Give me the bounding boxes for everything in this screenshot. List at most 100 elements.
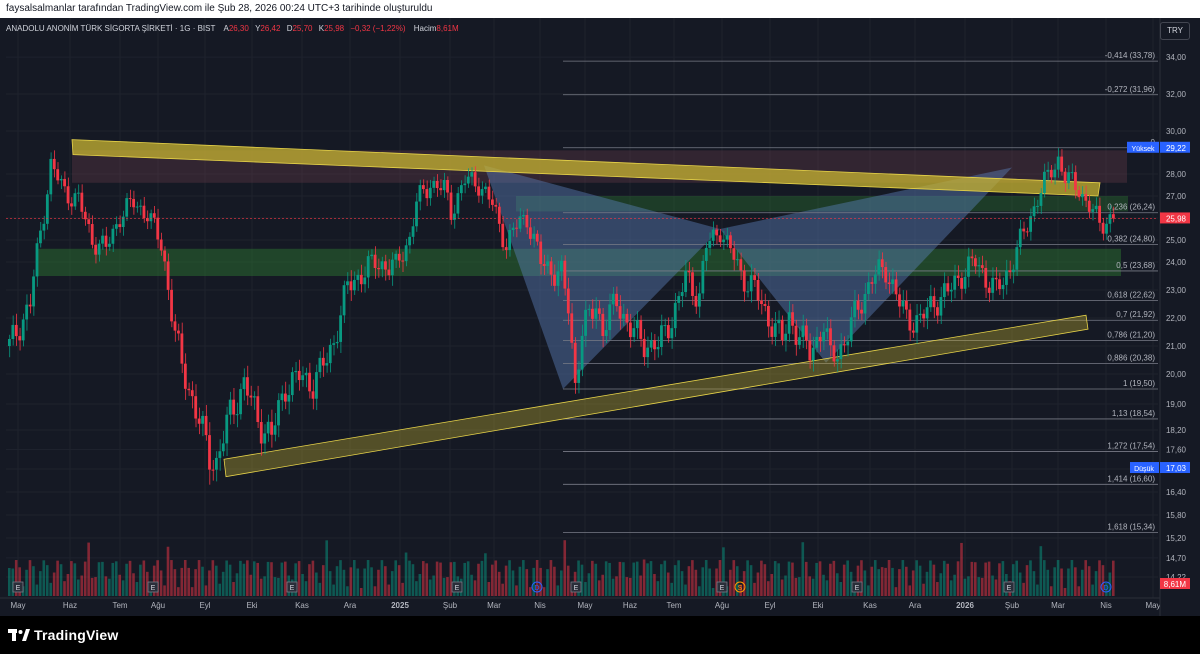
high-tag-label-bg [1127, 141, 1159, 153]
candle-body [908, 309, 912, 331]
candle-body [287, 395, 291, 402]
volume-bar [1029, 560, 1032, 596]
volume-bar [8, 568, 11, 596]
candle-body [528, 227, 532, 239]
candle-body [1091, 209, 1095, 212]
candle-body [625, 313, 629, 323]
volume-bar [177, 587, 180, 596]
candle-body [87, 219, 91, 225]
earnings-marker-label: E [1007, 585, 1012, 592]
candle-body [335, 341, 339, 344]
candle-body [311, 391, 315, 399]
volume-bar [401, 582, 404, 596]
volume-bar [497, 571, 501, 596]
candle-body [929, 296, 932, 308]
volume-bar [294, 563, 297, 596]
candle-body [21, 319, 25, 341]
volume-bar [542, 587, 546, 596]
candle-body [646, 347, 650, 358]
fib-level-label: 0,7 (21,92) [1116, 310, 1155, 319]
candle-body [387, 269, 391, 276]
candle-body [653, 340, 656, 350]
candle-body [556, 271, 560, 286]
volume-bar [1101, 565, 1105, 596]
earnings-marker-label: E [151, 585, 156, 592]
candle-body [839, 344, 843, 360]
top-caption-bar: faysalsalmanlar tarafından TradingView.c… [0, 0, 1200, 18]
volume-bar [411, 564, 415, 596]
candle-body [432, 180, 436, 188]
volume-bar [166, 546, 170, 596]
earnings-marker-label: E [855, 585, 860, 592]
volume-bar [1056, 560, 1060, 596]
candle-body [70, 203, 73, 207]
volume-bar [146, 571, 149, 596]
earnings-marker [147, 581, 159, 593]
volume-bar [297, 561, 301, 596]
volume-bar [691, 560, 694, 596]
candle-body [666, 325, 670, 339]
candle-body [221, 443, 225, 452]
volume-bar [604, 561, 608, 596]
volume-bar [204, 585, 208, 596]
volume-bar [87, 542, 90, 596]
candle-body [798, 337, 801, 345]
volume-bar [1049, 586, 1053, 596]
currency-button[interactable]: TRY [1160, 22, 1190, 40]
volume-bar [218, 583, 222, 596]
volume-bar [470, 574, 473, 596]
volume-bar [563, 540, 567, 596]
volume-bar [825, 580, 829, 596]
candle-body [849, 317, 853, 342]
volume-bar [918, 565, 922, 596]
candle-body [318, 357, 322, 373]
volume-bar [804, 561, 808, 596]
candle-body [632, 328, 636, 338]
split-marker [734, 581, 746, 593]
candle-body [294, 370, 298, 373]
x-axis-tick-label: Ağu [151, 601, 165, 610]
candle-body [732, 248, 736, 260]
candle-body [535, 233, 539, 242]
close-label: K [318, 24, 325, 33]
volume-bar [1032, 571, 1036, 596]
candle-body [680, 292, 684, 297]
candle-body [622, 313, 625, 319]
candle-body [32, 276, 35, 307]
volume-bar [756, 572, 760, 596]
volume-bar [584, 582, 587, 596]
volume-bar [694, 569, 698, 596]
volume-bar [425, 563, 429, 596]
volume-bar [225, 560, 228, 596]
chart-pane[interactable]: 34,0032,0030,0028,0027,0026,0025,0024,00… [0, 18, 1200, 616]
volume-bar [215, 565, 218, 596]
volume-bar [1053, 567, 1056, 596]
volume-bar [1094, 571, 1098, 596]
volume-bar [359, 587, 363, 596]
candle-body [860, 309, 863, 314]
volume-bar [901, 560, 905, 596]
candle-body [194, 396, 198, 419]
earnings-marker-label: E [455, 585, 460, 592]
volume-bar [798, 577, 801, 596]
candle-body [366, 256, 370, 278]
candle-body [45, 194, 49, 224]
candle-body [525, 215, 529, 228]
fib-level-label: 0,618 (22,62) [1107, 291, 1155, 300]
volume-bar [873, 560, 877, 596]
volume-bar [373, 586, 377, 596]
candle-body [190, 390, 194, 397]
candle-body [563, 260, 567, 289]
tradingview-logo[interactable]: TradingView [8, 627, 118, 643]
candle-body [477, 186, 480, 196]
volume-bar [183, 560, 187, 596]
volume-bar [1025, 565, 1029, 596]
volume-bar [1070, 560, 1074, 596]
y-axis-tick-label: 16,40 [1166, 488, 1187, 497]
volume-bar [946, 563, 949, 596]
candle-body [146, 218, 149, 222]
volume-bar [221, 571, 225, 596]
price-chart-svg[interactable]: 34,0032,0030,0028,0027,0026,0025,0024,00… [0, 18, 1200, 616]
volume-bar [642, 559, 646, 596]
candle-body [804, 325, 808, 341]
